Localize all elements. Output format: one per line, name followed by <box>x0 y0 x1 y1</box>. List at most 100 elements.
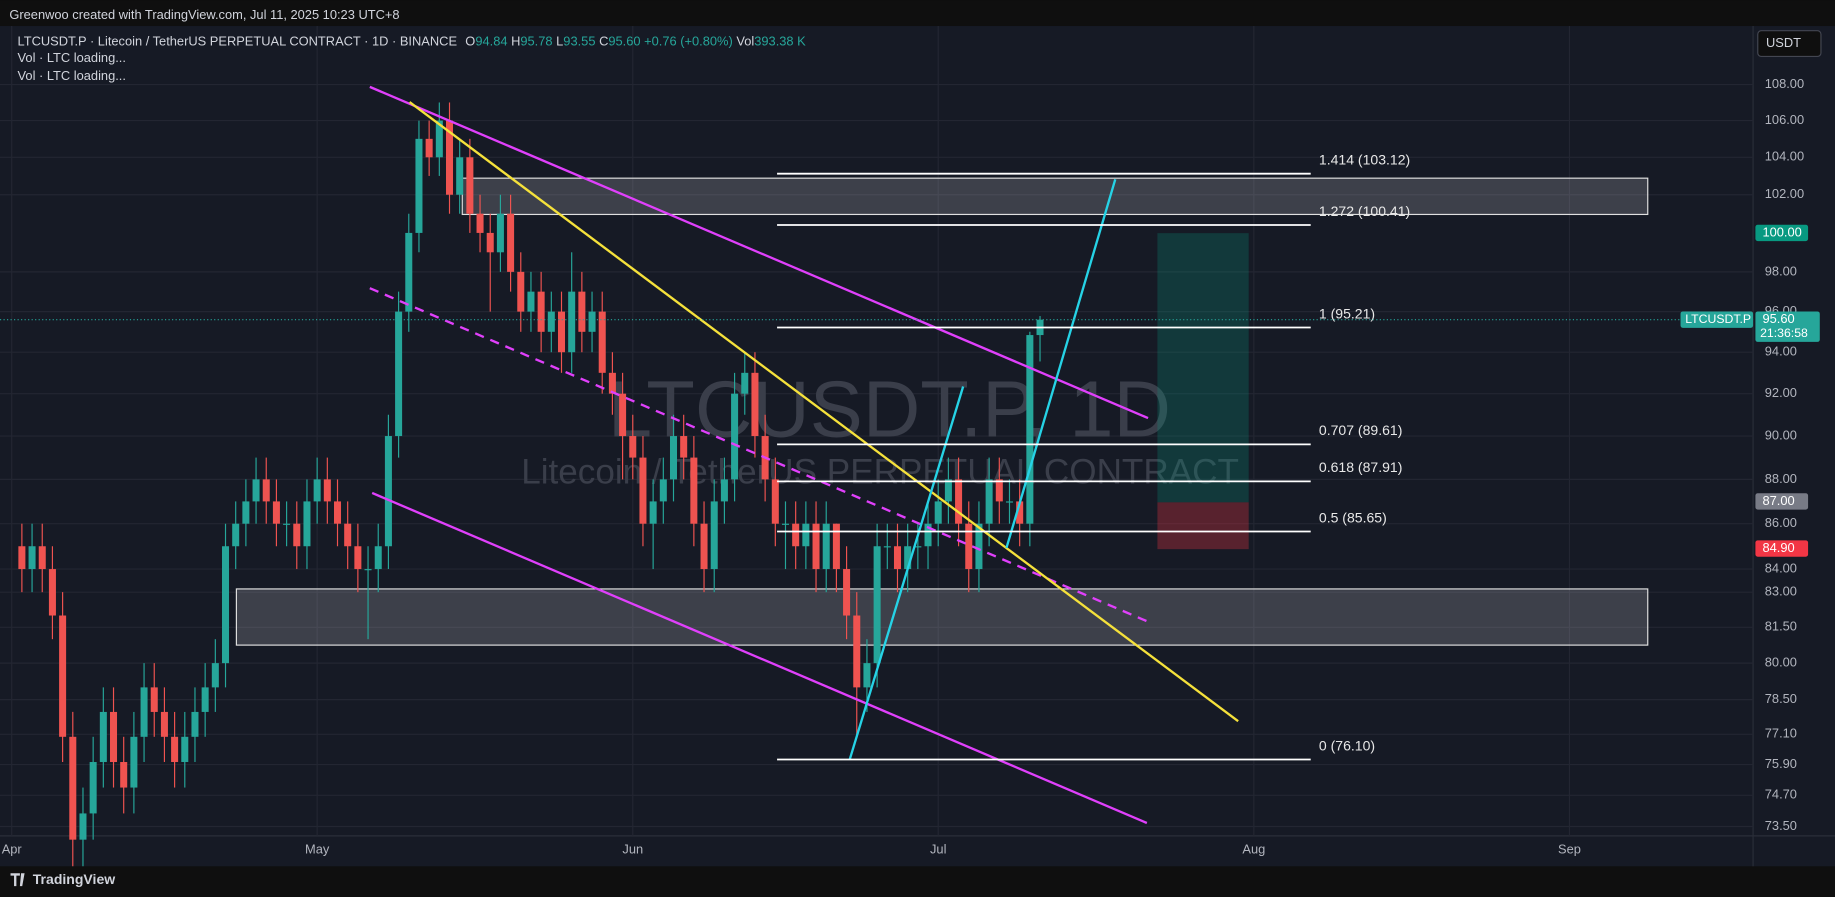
candle-body <box>48 569 56 616</box>
x-tick-label: Jun <box>622 841 643 856</box>
y-tick-label: 80.00 <box>1765 655 1797 670</box>
candle-body <box>384 436 392 547</box>
candle-body <box>975 523 983 570</box>
ohlc-value: 95.78 <box>520 34 552 49</box>
fib-label: 0.618 (87.91) <box>1319 459 1402 475</box>
y-tick-label: 88.00 <box>1765 471 1797 486</box>
candle-body <box>333 501 342 524</box>
candle-body <box>456 157 464 195</box>
candle-body <box>120 762 128 788</box>
candle-body <box>690 457 698 524</box>
indicator: Vol · LTC loading... <box>18 50 126 65</box>
watermark-sub: Litecoin / TetherUS PERPETUAL CONTRACT <box>521 453 1239 492</box>
fib-label: 0 (76.10) <box>1319 737 1375 753</box>
fib-label: 1.272 (100.41) <box>1319 203 1410 219</box>
candle-body <box>720 479 728 502</box>
candle-body <box>262 479 270 502</box>
y-tick-label: 75.90 <box>1765 756 1797 771</box>
indicator: Vol · LTC loading... <box>18 68 126 83</box>
price-tag <box>1755 493 1809 510</box>
ohlc-key: L <box>556 34 563 49</box>
currency-button[interactable] <box>1757 30 1822 58</box>
candle-body <box>598 311 606 373</box>
y-tick-label: 74.70 <box>1765 787 1797 802</box>
candle-body <box>59 615 67 737</box>
last-price: 95.60 <box>1762 311 1794 326</box>
candle-body <box>802 523 810 547</box>
ohlc-value: 95.60 <box>608 34 640 49</box>
fib: 1.414 (103.12) 1.272 (100.41) 1 (95.21) 0.7… <box>777 152 1410 761</box>
candle-body <box>293 523 301 547</box>
candle-body <box>211 663 219 688</box>
y-tick-label: 102.00 <box>1765 186 1804 201</box>
y-tick-label: 81.50 <box>1765 619 1797 634</box>
price-tag-label: 84.90 <box>1762 540 1794 555</box>
candle-body <box>710 501 718 570</box>
candle-body <box>659 479 667 502</box>
candle-body <box>28 546 36 570</box>
candle-body <box>415 138 423 233</box>
candle-body <box>171 736 179 763</box>
last-symbol-tag <box>1680 311 1754 328</box>
candle-body <box>1016 501 1024 524</box>
candle-body <box>863 663 871 688</box>
y-tick-label: 98.00 <box>1765 263 1797 278</box>
watermark: LTCUSDT.P, 1D <box>608 365 1171 454</box>
candle-body <box>486 232 494 253</box>
symbol: LTCUSDT.P · Litecoin / TetherUS PERPETUA… <box>18 34 458 49</box>
candle-body <box>507 213 515 272</box>
candle-body <box>853 615 861 688</box>
candle-body <box>130 736 138 788</box>
candle-body <box>557 311 566 353</box>
candle-body <box>955 479 963 524</box>
ohlc-value: 94.84 <box>475 34 507 49</box>
candle-body <box>965 523 973 570</box>
logo <box>10 873 25 887</box>
candle-body <box>741 372 749 394</box>
candle-body <box>669 436 678 480</box>
candle-body <box>731 393 739 480</box>
fib-label: 0.707 (89.61) <box>1319 422 1402 438</box>
candle-body <box>924 523 932 547</box>
y-tick-label: 78.50 <box>1765 691 1797 706</box>
candle-body <box>649 501 657 524</box>
last-symbol: LTCUSDT.P <box>1685 312 1751 326</box>
y-tick-label: 108.00 <box>1765 76 1804 91</box>
y-tick-label: 106.00 <box>1765 112 1804 127</box>
candle-body <box>79 813 87 840</box>
candle-body <box>771 479 779 524</box>
x-tick-label: Aug <box>1242 841 1265 856</box>
price-tag-label: 100.00 <box>1762 224 1801 239</box>
brand: TradingView <box>33 871 115 887</box>
x-tick-label: May <box>305 841 330 856</box>
currency[interactable]: USDT <box>1766 35 1801 50</box>
y-tick-label: 92.00 <box>1765 385 1797 400</box>
candle-body <box>272 501 280 524</box>
candle-body <box>140 687 148 737</box>
price-tag <box>1755 224 1809 242</box>
candle-body <box>914 546 922 548</box>
fib-label: 1.414 (103.12) <box>1319 152 1410 168</box>
candle-body <box>89 762 97 814</box>
trend-line <box>369 85 1149 420</box>
ohlc-key: H <box>511 34 520 49</box>
y-tick-label: 90.00 <box>1765 427 1797 442</box>
candle-body <box>445 120 454 195</box>
candle-body <box>812 523 820 570</box>
candle-body <box>792 523 800 547</box>
candle-body <box>425 138 433 158</box>
y-tick-label: 73.50 <box>1765 818 1797 833</box>
candle-body <box>832 523 840 570</box>
y-tick-label: 104.00 <box>1765 149 1804 164</box>
candle-body <box>181 736 189 763</box>
candle-body <box>374 546 382 570</box>
candle-body <box>568 291 576 353</box>
price-tag-label: 87.00 <box>1762 493 1794 508</box>
candle-body <box>639 457 647 524</box>
long-stop <box>1157 502 1249 550</box>
x-tick-label: Jul <box>930 841 946 856</box>
ohlc-value: 93.55 <box>563 34 595 49</box>
fib-label: 0.5 (85.65) <box>1319 509 1387 525</box>
x-tick-label: Sep <box>1558 841 1581 856</box>
candle-body <box>496 213 504 253</box>
